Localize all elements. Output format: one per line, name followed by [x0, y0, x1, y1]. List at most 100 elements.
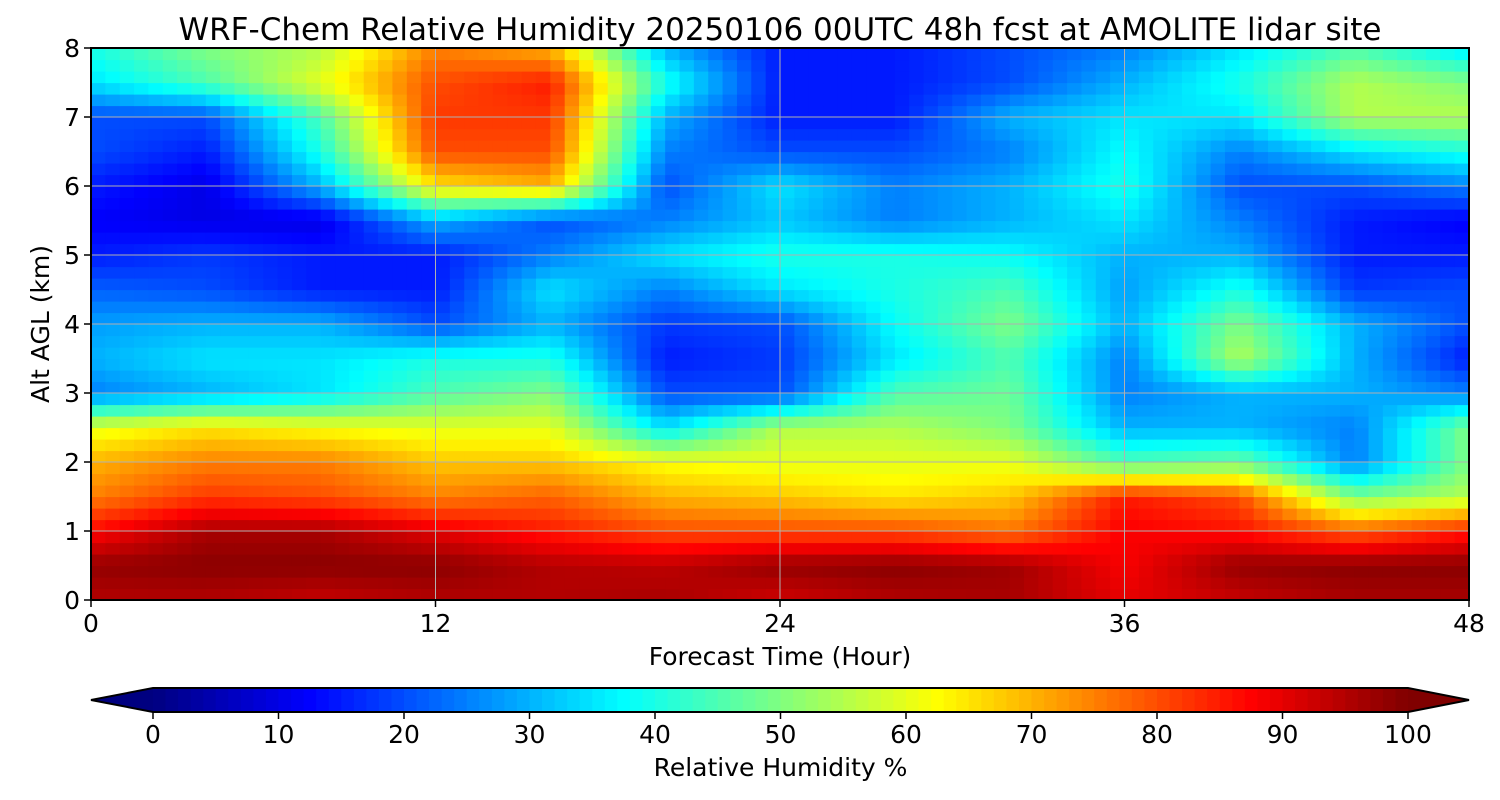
heatmap-cell — [521, 370, 537, 383]
heatmap-cell — [148, 324, 164, 337]
heatmap-cell — [1368, 71, 1384, 84]
heatmap-cell — [234, 565, 250, 578]
heatmap-cell — [579, 117, 594, 130]
heatmap-cell — [464, 128, 480, 141]
heatmap-cell — [851, 312, 867, 325]
heatmap-cell — [966, 255, 982, 268]
heatmap-cell — [679, 335, 695, 348]
heatmap-cell — [722, 416, 738, 429]
heatmap-cell — [134, 186, 150, 199]
heatmap-cell — [1224, 82, 1240, 95]
heatmap-cell — [1440, 542, 1456, 555]
heatmap-cell — [134, 347, 150, 360]
heatmap-cell — [894, 577, 910, 590]
heatmap-cell — [1224, 577, 1240, 590]
colorbar-swatch — [1144, 688, 1158, 712]
heatmap-cell — [421, 128, 437, 141]
heatmap-cell — [291, 232, 307, 245]
heatmap-cell — [535, 473, 551, 486]
heatmap-cell — [1282, 312, 1298, 325]
heatmap-cell — [320, 128, 336, 141]
heatmap-cell — [119, 94, 135, 107]
heatmap-cell — [1024, 531, 1039, 544]
heatmap-cell — [1224, 370, 1240, 383]
heatmap-cell — [579, 577, 594, 590]
heatmap-cell — [320, 485, 336, 498]
heatmap-cell — [636, 105, 652, 118]
heatmap-cell — [1354, 220, 1370, 233]
heatmap-cell — [995, 243, 1011, 256]
heatmap-cell — [894, 508, 910, 521]
heatmap-cell — [808, 289, 824, 302]
heatmap-cell — [1095, 105, 1111, 118]
heatmap-cell — [134, 565, 150, 578]
heatmap-cell — [564, 151, 580, 164]
heatmap-cell — [780, 324, 795, 337]
heatmap-cell — [1325, 519, 1341, 532]
heatmap-cell — [535, 151, 551, 164]
heatmap-cell — [1311, 105, 1327, 118]
heatmap-cell — [636, 94, 652, 107]
heatmap-cell — [980, 554, 996, 567]
heatmap-cell — [435, 450, 451, 463]
heatmap-cell — [937, 117, 953, 130]
heatmap-cell — [866, 462, 882, 475]
heatmap-cell — [478, 473, 494, 486]
heatmap-cell — [909, 289, 925, 302]
heatmap-cell — [851, 243, 867, 256]
heatmap-cell — [521, 48, 537, 61]
colorbar-swatch — [178, 688, 192, 712]
heatmap-cell — [1354, 439, 1370, 452]
heatmap-cell — [1253, 140, 1269, 153]
heatmap-cell — [1210, 48, 1226, 61]
heatmap-cell — [880, 243, 896, 256]
heatmap-cell — [535, 462, 551, 475]
heatmap-cell — [191, 439, 207, 452]
heatmap-cell — [765, 439, 781, 452]
heatmap-cell — [851, 335, 867, 348]
heatmap-cell — [1368, 105, 1384, 118]
heatmap-cell — [134, 588, 150, 601]
heatmap-cell — [650, 358, 666, 371]
heatmap-cell — [1067, 324, 1083, 337]
colorbar-swatch — [1357, 688, 1371, 712]
heatmap-cell — [980, 289, 996, 302]
heatmap-cell — [363, 128, 379, 141]
heatmap-cell — [492, 347, 508, 360]
heatmap-cell — [995, 347, 1011, 360]
heatmap-cell — [851, 370, 867, 383]
heatmap-cell — [162, 220, 178, 233]
heatmap-cell — [937, 301, 953, 314]
heatmap-cell — [1411, 496, 1427, 509]
heatmap-cell — [1224, 94, 1240, 107]
heatmap-cell — [177, 462, 193, 475]
heatmap-cell — [162, 71, 178, 84]
heatmap-cell — [335, 255, 350, 268]
heatmap-cell — [894, 542, 910, 555]
heatmap-cell — [263, 347, 279, 360]
heatmap-cell — [823, 48, 839, 61]
heatmap-cell — [1052, 496, 1068, 509]
heatmap-cell — [923, 416, 939, 429]
heatmap-cell — [708, 450, 724, 463]
heatmap-cell — [722, 117, 738, 130]
heatmap-cell — [1052, 335, 1068, 348]
heatmap-cell — [220, 335, 236, 348]
heatmap-cell — [148, 404, 164, 417]
heatmap-cell — [579, 347, 594, 360]
colorbar-swatch — [328, 688, 342, 712]
heatmap-cell — [636, 197, 652, 210]
heatmap-cell — [980, 462, 996, 475]
heatmap-cell — [406, 588, 422, 601]
heatmap-cell — [593, 370, 609, 383]
heatmap-cell — [1339, 370, 1355, 383]
heatmap-cell — [952, 140, 968, 153]
heatmap-cell — [1282, 381, 1298, 394]
heatmap-cell — [1325, 151, 1341, 164]
heatmap-cell — [564, 266, 580, 279]
heatmap-cell — [1124, 266, 1140, 279]
colorbar-swatch — [278, 688, 292, 712]
heatmap-cell — [306, 588, 322, 601]
heatmap-cell — [1124, 565, 1140, 578]
heatmap-cell — [1325, 393, 1341, 406]
